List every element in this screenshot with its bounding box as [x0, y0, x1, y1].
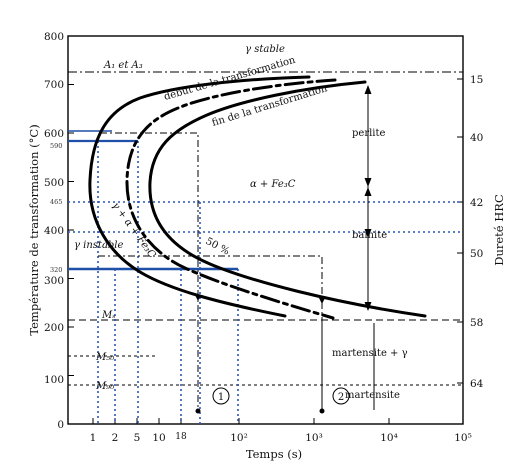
x-tick-2: 2: [112, 432, 119, 444]
hrc-axis-title: Dureté HRC: [492, 194, 506, 266]
x-tick-18: 18: [175, 432, 187, 442]
x-tick-100000: 10⁵: [454, 432, 472, 444]
m90-label: M₉₀: [95, 381, 114, 392]
martensite-gamma-label: martensite + γ: [332, 348, 408, 359]
hrc-58: 58: [470, 317, 483, 329]
x-tick-1000: 10³: [305, 432, 323, 444]
x-tick-5: 5: [134, 432, 141, 444]
hrc-50: 50: [470, 248, 483, 260]
y-mark-465: 465: [50, 198, 62, 206]
y-tick-200: 200: [44, 322, 64, 334]
y-tick-600: 600: [44, 128, 64, 140]
time-dotted-lines: [97, 141, 239, 424]
x-tick-1: 1: [90, 432, 97, 444]
x-tick-100: 10²: [230, 432, 248, 444]
y-tick-marks: [68, 35, 74, 376]
path-2-marker: [332, 387, 350, 405]
martensite-label: martensite: [345, 390, 400, 401]
structure-arrows: [321, 86, 375, 410]
alpha-fe3c-label: α + Fe₃C: [250, 179, 296, 190]
path-1-label: 1: [218, 392, 224, 403]
hrc-64: 64: [470, 378, 484, 390]
x-tick-10000: 10⁴: [380, 432, 398, 444]
x-axis-title: Temps (s): [246, 447, 302, 461]
path-2-label: 2: [338, 392, 344, 403]
y-mark-320: 320: [50, 266, 62, 274]
hrc-tick-marks: [457, 78, 463, 384]
arrow-heads: [364, 85, 372, 311]
y-axis-title: Température de transformation (°C): [27, 124, 41, 335]
a1-a3-label: A₁ et A₃: [103, 60, 143, 71]
y-marked-labels: 590 465 320: [50, 142, 62, 274]
y-tick-400: 400: [44, 225, 64, 237]
y-tick-500: 500: [44, 177, 64, 189]
x-tick-labels: 1 2 5 10 18 10² 10³ 10⁴ 10⁵: [90, 432, 472, 444]
finish-curve: [148, 80, 427, 318]
perlite-label: perlite: [352, 128, 386, 139]
gamma-instable-label: γ instable: [74, 240, 124, 251]
y-tick-labels: 0 100 200 300 400 500 600 700 800: [44, 31, 64, 431]
fifty-percent-label: 50 %: [204, 236, 232, 258]
m50-label: M₅₀: [95, 352, 114, 363]
start-curve: [88, 75, 311, 318]
x-tick-10: 10: [152, 432, 165, 444]
y-tick-800: 800: [44, 31, 64, 43]
y-tick-300: 300: [44, 275, 64, 287]
gamma-stable-label: γ stable: [245, 44, 285, 55]
hrc-42: 42: [470, 197, 483, 209]
fifty-percent-curve: [125, 78, 337, 320]
bainite-label: bainite: [352, 230, 387, 241]
path-1-marker: [212, 387, 230, 405]
hrc-tick-labels: 15 40 42 50 58 64: [470, 74, 484, 390]
y-tick-700: 700: [44, 79, 64, 91]
y-tick-0: 0: [57, 419, 64, 431]
y-mark-590: 590: [50, 142, 62, 150]
hrc-15: 15: [470, 74, 483, 86]
y-tick-100: 100: [44, 374, 64, 386]
hrc-40: 40: [470, 132, 483, 144]
cooling-paths: [98, 132, 323, 411]
ms-label: Mₛ: [101, 310, 116, 321]
